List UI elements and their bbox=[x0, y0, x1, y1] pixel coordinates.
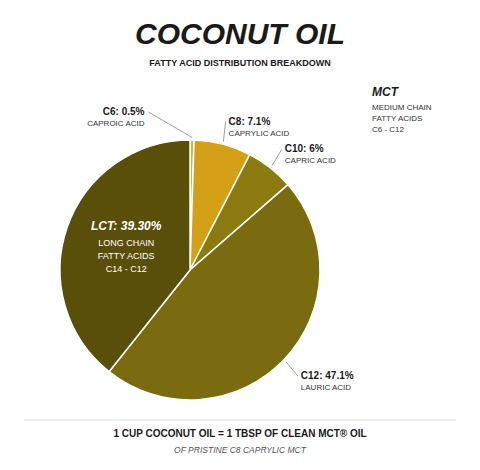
data-label: C6: 0.5% bbox=[103, 106, 145, 117]
annotation-line: C6 - C12 bbox=[372, 125, 405, 134]
data-label: C12: 47.1% bbox=[301, 370, 354, 381]
data-sublabel: CAPRIC ACID bbox=[285, 156, 336, 165]
leader-line bbox=[272, 149, 282, 165]
data-sublabel: LAURIC ACID bbox=[301, 383, 351, 392]
data-label: C10: 6% bbox=[285, 143, 324, 154]
data-sublabel: C14 - C12 bbox=[106, 264, 147, 274]
leader-line bbox=[286, 362, 298, 376]
pie-slice bbox=[60, 140, 190, 372]
data-label: C8: 7.1% bbox=[229, 116, 271, 127]
chart: COCONUT OIL FATTY ACID DISTRIBUTION BREAK… bbox=[0, 0, 480, 470]
data-label: LCT: 39.30% bbox=[91, 219, 162, 233]
data-sublabel: CAPROIC ACID bbox=[87, 119, 145, 128]
footer-line: 1 CUP COCONUT OIL = 1 TBSP OF CLEAN MCT®… bbox=[113, 428, 366, 439]
data-sublabel: FATTY ACIDS bbox=[98, 251, 155, 261]
data-labels: C6: 0.5% CAPROIC ACID C8: 7.1% CAPRYLIC ACI… bbox=[87, 106, 354, 392]
title: COCONUT OIL bbox=[135, 17, 345, 50]
leader-line bbox=[223, 122, 225, 142]
footer-rule bbox=[24, 420, 456, 421]
annotation-line: MEDIUM CHAIN bbox=[372, 103, 432, 112]
footer-line: OF PRISTINE C8 CAPRYLIC MCT bbox=[174, 445, 307, 455]
data-sublabel: LONG CHAIN bbox=[98, 238, 154, 248]
leader-line bbox=[149, 112, 193, 137]
annotation-title: MCT bbox=[372, 85, 400, 99]
data-sublabel: CAPRYLIC ACID bbox=[229, 129, 290, 138]
subtitle: FATTY ACID DISTRIBUTION BREAKDOWN bbox=[149, 58, 330, 68]
pie bbox=[60, 140, 320, 400]
annotation-line: FATTY ACIDS bbox=[372, 114, 422, 123]
